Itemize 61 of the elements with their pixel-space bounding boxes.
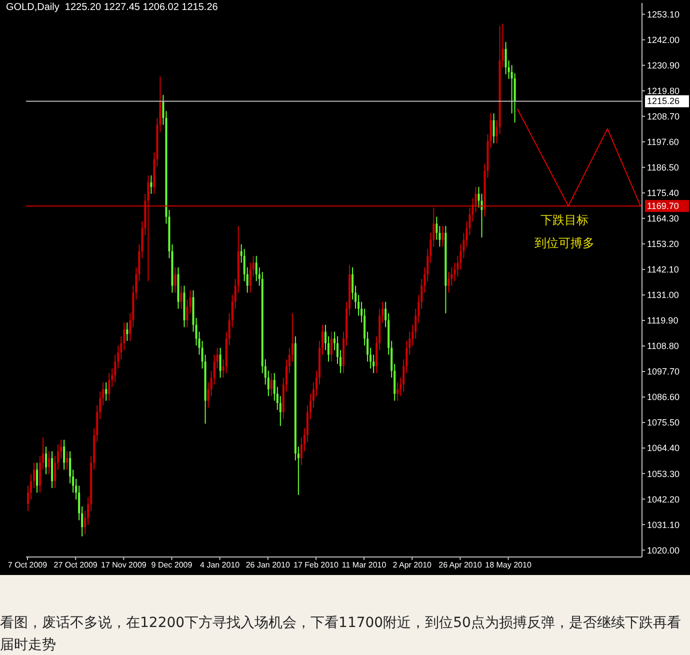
x-tick-label: 17 Nov 2009 [100,560,147,570]
y-tick-label: 1219.80 [647,86,680,96]
annotation: 到位可搏多 [534,236,594,250]
y-tick-label: 1053.30 [647,468,680,479]
y-tick-label: 1186.50 [647,162,679,173]
y-tick-label: 1153.20 [647,239,679,250]
candlestick [270,372,272,397]
x-tick-label: 27 Oct 2009 [54,560,98,570]
y-tick-label: 1020.00 [647,545,680,556]
candlestick [108,372,110,402]
candlestick [330,331,332,362]
candlestick [51,450,54,489]
candlestick [492,112,495,144]
y-tick-label: 1031.10 [647,520,680,530]
x-tick-label: 4 Jan 2010 [200,560,240,570]
x-tick-label: 26 Jan 2010 [246,560,290,570]
candlestick [490,112,492,148]
ref-line-label: 1169.70 [647,200,679,211]
candlestick [219,347,222,378]
x-tick-label: 2 Apr 2010 [392,560,432,570]
y-tick-label: 1253.10 [647,9,680,20]
candlestick [442,225,444,248]
candlestick [48,450,50,475]
y-tick-label: 1230.90 [647,60,680,70]
y-tick-label: 1108.80 [647,341,679,352]
x-tick-label: 18 May 2010 [485,560,532,570]
y-tick-label: 1164.30 [647,214,679,224]
candlestick [63,439,66,470]
candlestick [105,382,108,402]
candlestick [66,450,68,470]
candlestick [174,266,176,294]
text: 看图，废话不多说，在12200下方寻找入场机会，下看11700附近，到位50点为损搏反弹，是否继续下跌再看届时走势 [0,614,682,655]
ref-line-label: 1215.26 [647,96,680,106]
y-tick-label: 1119.90 [647,316,678,326]
candlestick [126,322,128,342]
y-tick-label: 1097.70 [647,366,680,377]
y-tick-label: 1208.70 [647,112,680,122]
candlestick [504,42,507,75]
y-tick-label: 1086.60 [647,392,680,402]
y-tick-label: 1242.00 [647,34,680,45]
y-tick-label: 1075.50 [647,418,680,428]
annotation: 下跌目标 [540,212,588,227]
x-tick-label: 17 Feb 2010 [294,560,339,570]
chart-title: GOLD,Daily 1225.20 1227.45 1206.02 1215.26 [6,2,218,13]
y-tick-label: 1042.20 [647,494,680,504]
candlestick [448,271,450,294]
y-tick-label: 1197.60 [647,137,679,148]
candlestick [45,446,48,475]
y-tick-label: 1131.00 [647,290,679,300]
candlestick [396,382,399,402]
y-tick-label: 1175.40 [647,188,679,198]
candlestick [36,462,38,494]
x-tick-label: 26 Apr 2010 [438,560,482,570]
x-tick-label: 11 Mar 2010 [342,560,387,570]
candlestick [180,285,182,310]
candlestick [150,174,152,194]
x-tick-label: 7 Oct 2009 [8,560,48,570]
candlestick [255,255,258,282]
x-tick-label: 9 Dec 2009 [151,560,193,570]
y-tick-label: 1142.10 [647,264,679,275]
y-tick-label: 1064.40 [647,443,680,454]
